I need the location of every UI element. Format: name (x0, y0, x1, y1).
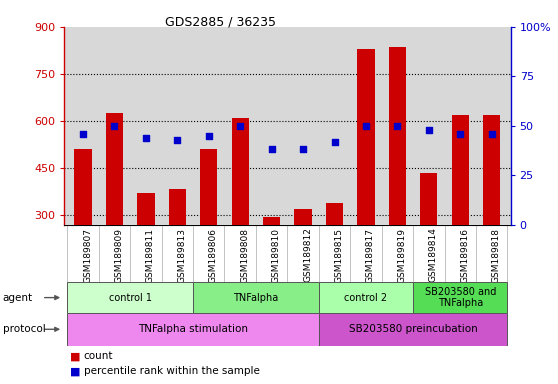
Text: GSM189808: GSM189808 (240, 227, 249, 283)
Text: GSM189807: GSM189807 (83, 227, 92, 283)
Text: GSM189814: GSM189814 (429, 227, 438, 282)
Bar (74, 149, 92, 225)
Bar (68, 313, 319, 346)
Point (235, 123, 244, 129)
Bar (483, 115, 501, 225)
Bar (137, 193, 155, 225)
Bar (68, 282, 193, 313)
Text: GSM189810: GSM189810 (272, 227, 281, 283)
Text: GSM189806: GSM189806 (209, 227, 218, 283)
Text: GSM189811: GSM189811 (146, 227, 155, 283)
Point (110, 123, 119, 129)
Bar (232, 118, 249, 225)
Text: ■: ■ (70, 351, 80, 361)
Text: TNFalpha: TNFalpha (233, 293, 278, 303)
Text: GSM189819: GSM189819 (397, 227, 406, 283)
Bar (295, 209, 312, 225)
Point (267, 146, 276, 152)
Text: GSM189812: GSM189812 (303, 227, 312, 282)
Point (79, 131, 88, 137)
Text: GSM189817: GSM189817 (366, 227, 375, 283)
Text: GSM189818: GSM189818 (492, 227, 501, 283)
Bar (413, 282, 507, 313)
Text: ■: ■ (70, 366, 80, 376)
Text: protocol: protocol (3, 324, 46, 334)
Text: GDS2885 / 36235: GDS2885 / 36235 (165, 15, 276, 28)
Text: SB203580 preincubation: SB203580 preincubation (349, 324, 478, 334)
Bar (451, 115, 469, 225)
Bar (389, 47, 406, 225)
Point (487, 131, 496, 137)
Bar (169, 189, 186, 225)
Text: GSM189809: GSM189809 (114, 227, 123, 283)
Point (299, 146, 307, 152)
Point (425, 127, 434, 133)
Bar (326, 203, 343, 225)
Text: GSM189815: GSM189815 (335, 227, 344, 283)
Bar (200, 149, 218, 225)
Point (456, 131, 465, 137)
Bar (193, 282, 319, 313)
Bar (319, 282, 413, 313)
Text: GSM189813: GSM189813 (177, 227, 186, 283)
Text: control 1: control 1 (109, 293, 152, 303)
Text: count: count (84, 351, 113, 361)
Point (393, 123, 402, 129)
Bar (106, 113, 123, 225)
Text: TNFalpha stimulation: TNFalpha stimulation (138, 324, 248, 334)
Text: GSM189816: GSM189816 (460, 227, 469, 283)
Point (362, 123, 371, 129)
Text: agent: agent (3, 293, 33, 303)
Bar (263, 217, 280, 225)
Text: percentile rank within the sample: percentile rank within the sample (84, 366, 259, 376)
Point (141, 134, 150, 141)
Bar (420, 173, 437, 225)
Point (173, 137, 182, 143)
Bar (319, 313, 507, 346)
Text: SB203580 and
TNFalpha: SB203580 and TNFalpha (425, 287, 496, 308)
Text: control 2: control 2 (344, 293, 387, 303)
Point (204, 132, 213, 139)
Point (330, 139, 339, 145)
Bar (357, 49, 374, 225)
